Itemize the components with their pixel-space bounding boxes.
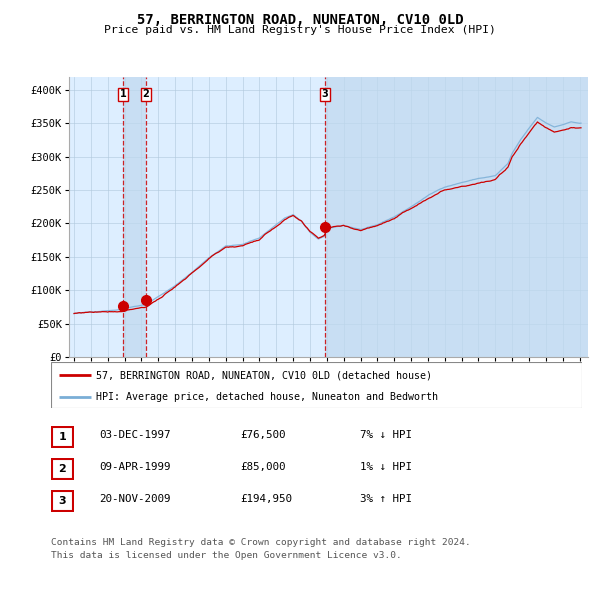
FancyBboxPatch shape [52, 427, 73, 447]
Text: £76,500: £76,500 [240, 431, 286, 440]
Bar [325, 77, 588, 357]
Bar [123, 77, 146, 357]
Text: 20-NOV-2009: 20-NOV-2009 [99, 494, 170, 504]
Text: HPI: Average price, detached house, Nuneaton and Bedworth: HPI: Average price, detached house, Nune… [96, 392, 438, 402]
Text: Price paid vs. HM Land Registry's House Price Index (HPI): Price paid vs. HM Land Registry's House … [104, 25, 496, 35]
Text: 3: 3 [59, 496, 66, 506]
Text: 09-APR-1999: 09-APR-1999 [99, 463, 170, 472]
Text: 3% ↑ HPI: 3% ↑ HPI [360, 494, 412, 504]
Text: 1: 1 [59, 432, 66, 442]
Text: 1% ↓ HPI: 1% ↓ HPI [360, 463, 412, 472]
Text: Contains HM Land Registry data © Crown copyright and database right 2024.: Contains HM Land Registry data © Crown c… [51, 538, 471, 547]
Text: 57, BERRINGTON ROAD, NUNEATON, CV10 0LD: 57, BERRINGTON ROAD, NUNEATON, CV10 0LD [137, 13, 463, 27]
FancyBboxPatch shape [52, 459, 73, 479]
Text: 1: 1 [120, 89, 127, 99]
Text: 7% ↓ HPI: 7% ↓ HPI [360, 431, 412, 440]
FancyBboxPatch shape [51, 362, 582, 408]
Text: £85,000: £85,000 [240, 463, 286, 472]
Text: 57, BERRINGTON ROAD, NUNEATON, CV10 0LD (detached house): 57, BERRINGTON ROAD, NUNEATON, CV10 0LD … [96, 370, 432, 380]
Text: 3: 3 [322, 89, 328, 99]
Text: This data is licensed under the Open Government Licence v3.0.: This data is licensed under the Open Gov… [51, 551, 402, 560]
Text: 2: 2 [59, 464, 66, 474]
Text: 03-DEC-1997: 03-DEC-1997 [99, 431, 170, 440]
Text: 2: 2 [143, 89, 149, 99]
FancyBboxPatch shape [52, 491, 73, 511]
Text: £194,950: £194,950 [240, 494, 292, 504]
